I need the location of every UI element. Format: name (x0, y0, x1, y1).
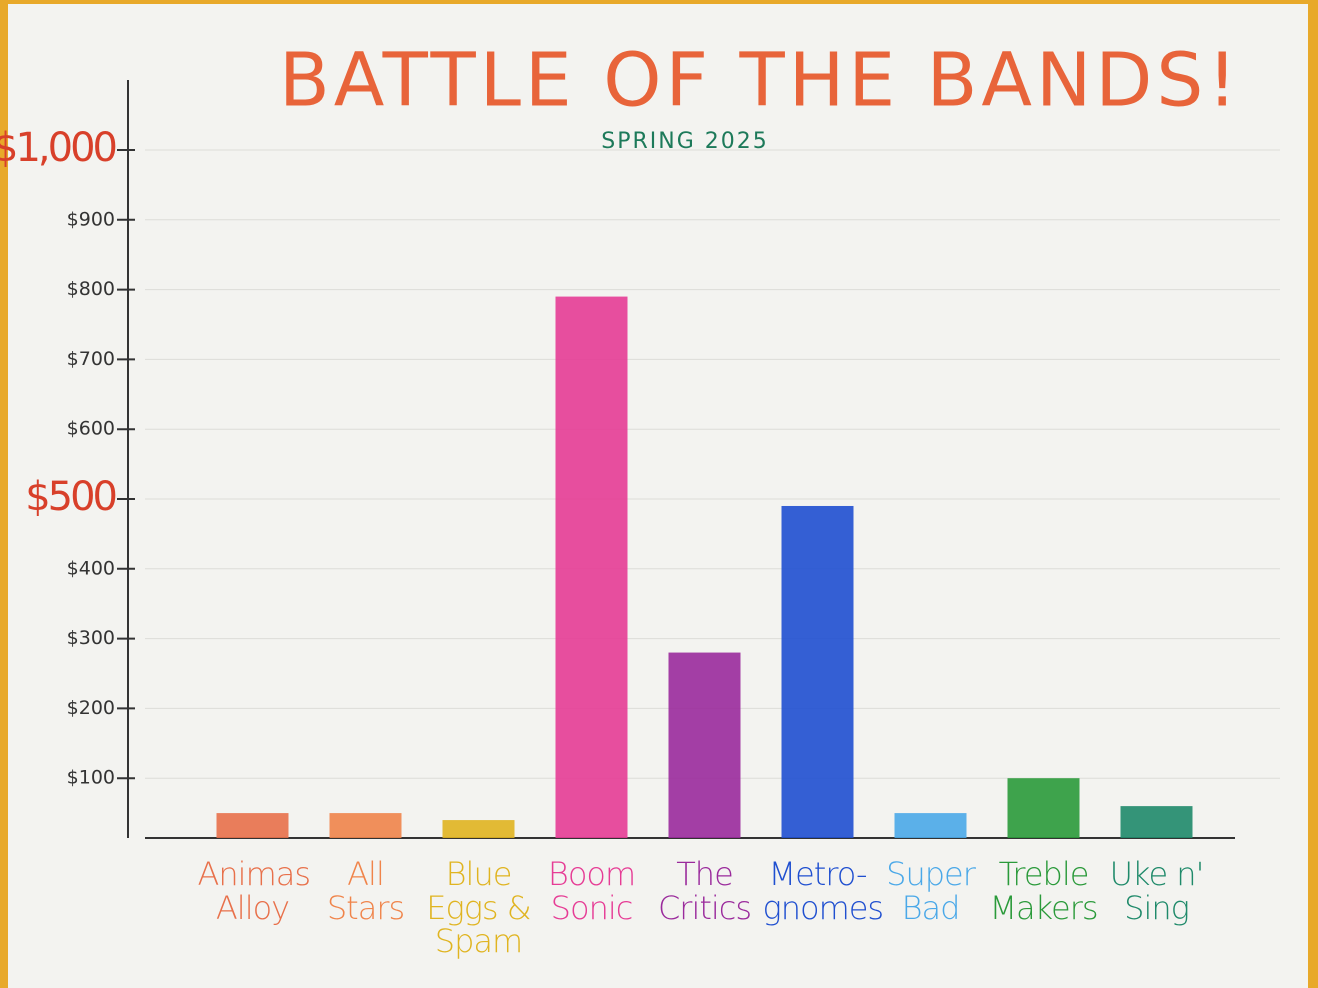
bar (442, 820, 515, 838)
x-tick-label: Metro-gnomes (762, 855, 885, 927)
bar (668, 652, 741, 838)
bar (894, 813, 967, 838)
y-tick-label: $100 (67, 767, 115, 789)
y-tick-label: $900 (67, 208, 115, 230)
x-tick-label: All Stars (326, 855, 405, 927)
bar (329, 813, 402, 838)
bar (216, 813, 289, 838)
x-tick-label: The Critics (657, 855, 752, 927)
y-tick-label: $800 (67, 278, 115, 300)
x-tick-label: Treble Makers (989, 855, 1098, 927)
x-tick-label: Blue Eggs & Spam (426, 855, 531, 961)
y-tick-label: $500 (25, 474, 115, 520)
y-tick-label: $200 (67, 697, 115, 719)
chart-title: BATTLE OF THE BANDS! (279, 38, 1241, 124)
y-tick-label: $600 (67, 418, 115, 440)
x-tick-label: Super Bad (886, 855, 976, 927)
x-tick-label: Uke n' Sing (1109, 855, 1205, 927)
bar (1120, 806, 1193, 838)
y-tick-label: $700 (67, 348, 115, 370)
bar (1007, 778, 1080, 838)
y-tick-label: $400 (67, 557, 115, 579)
y-tick-label: $300 (67, 627, 115, 649)
x-tick-label: Boom Sonic (547, 855, 636, 927)
bar (555, 296, 628, 839)
x-tick-label: Animas Alloy (197, 855, 312, 927)
bar (781, 505, 854, 838)
y-tick-label: $1,000 (0, 125, 116, 171)
